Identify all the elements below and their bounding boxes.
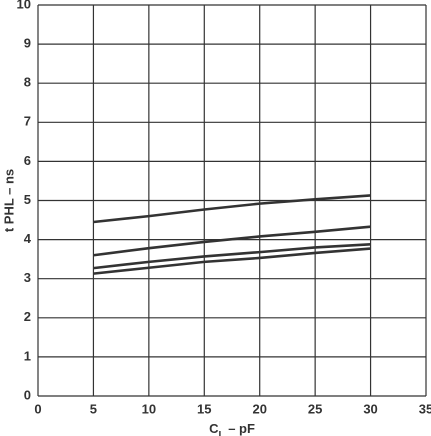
y-tick-label: 9 xyxy=(24,36,31,51)
y-tick-label: 3 xyxy=(24,270,31,285)
x-axis-label-part: L xyxy=(218,430,224,436)
y-tick-label: 10 xyxy=(17,0,31,11)
y-tick-label: 6 xyxy=(24,153,31,168)
x-tick-label: 35 xyxy=(419,401,431,416)
y-tick-label: 0 xyxy=(24,387,31,402)
x-axis-label-part: – pF xyxy=(225,421,255,436)
x-axis-label-part: C xyxy=(209,421,219,436)
x-tick-label: 5 xyxy=(90,401,97,416)
line-series xyxy=(93,194,371,224)
y-tick-label: 7 xyxy=(24,114,31,129)
x-tick-label: 0 xyxy=(34,401,41,416)
x-axis-label: CL – pF xyxy=(209,421,255,436)
line-series xyxy=(93,242,371,270)
y-tick-label: 1 xyxy=(24,348,31,363)
y-axis-label: t PHL – ns xyxy=(1,169,16,232)
x-tick-label: 15 xyxy=(197,401,211,416)
x-tick-label: 25 xyxy=(308,401,322,416)
x-tick-label: 30 xyxy=(363,401,377,416)
x-tick-label: 20 xyxy=(252,401,266,416)
y-tick-label: 4 xyxy=(24,231,32,246)
y-tick-label: 2 xyxy=(24,309,31,324)
y-tick-label: 5 xyxy=(24,192,31,207)
x-tick-label: 10 xyxy=(142,401,156,416)
line-series xyxy=(93,225,371,257)
line-series xyxy=(93,247,371,275)
y-tick-label: 8 xyxy=(24,75,31,90)
